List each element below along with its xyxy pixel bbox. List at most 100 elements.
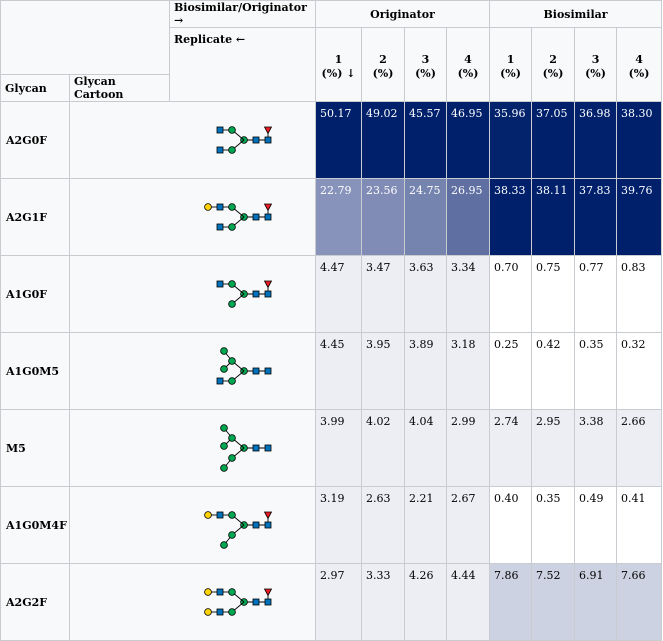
originator-value-cell: 3.33 (361, 563, 405, 641)
A1G0M5-icon (216, 347, 272, 385)
glycan-cartoon-column-header[interactable]: Glycan Cartoon (69, 74, 170, 102)
originator-value-cell: 2.63 (361, 486, 405, 564)
glycan-name: A2G1F (0, 178, 70, 256)
biosimilar-value-cell: 0.40 (489, 486, 533, 564)
originator-value-cell: 24.75 (404, 178, 447, 256)
biosimilar-value-cell: 7.52 (531, 563, 576, 641)
originator-value-cell: 2.21 (404, 486, 447, 564)
glycan-column-header[interactable]: Glycan (0, 74, 70, 102)
originator-value-cell: 2.67 (445, 486, 491, 564)
originator-value-cell: 4.45 (315, 332, 362, 410)
glycan-cartoon (69, 101, 316, 179)
originator-value-cell: 4.44 (445, 563, 491, 641)
replicate-number: 2 (379, 52, 387, 66)
biosimilar-value-cell: 2.66 (616, 409, 663, 487)
biosimilar-value-cell: 37.83 (574, 178, 618, 256)
glycan-cartoon (69, 178, 316, 256)
glycan-cartoon (69, 332, 316, 410)
replicate-number: 3 (421, 52, 430, 66)
originator-value-cell: 3.19 (315, 486, 362, 564)
replicate-number: 3 (591, 52, 600, 66)
replicate-header-biosimilar-4[interactable]: 4 (%) (616, 27, 663, 102)
originator-value-cell: 49.02 (361, 101, 405, 179)
originator-value-cell: 50.17 (315, 101, 362, 179)
table-row: A2G1F 22.79 23.56 24.75 26.95 38.33 38.11 37.83… (0, 178, 663, 256)
originator-value-cell: 22.79 (315, 178, 362, 256)
A2G2F-icon (204, 588, 273, 616)
replicate-header-originator-3[interactable]: 3 (%) (404, 27, 447, 102)
originator-value-cell: 4.02 (361, 409, 405, 487)
replicate-number: 1 (506, 52, 515, 66)
replicate-header-originator-2[interactable]: 2 (%) (361, 27, 405, 102)
originator-value-cell: 3.63 (404, 255, 447, 333)
A1G0F-icon (216, 280, 273, 308)
originator-value-cell: 45.57 (404, 101, 447, 179)
biosimilar-value-cell: 0.75 (531, 255, 576, 333)
biosimilar-value-cell: 7.86 (489, 563, 533, 641)
biosimilar-value-cell: 0.35 (574, 332, 618, 410)
glycan-cartoon (69, 255, 316, 333)
replicate-label: Replicate ← (169, 27, 316, 102)
replicate-unit: (%) ↓ (321, 66, 356, 80)
table-row: M5 3.99 4.02 4.04 2.99 2.74 2.95 3.38 2.66 (0, 409, 663, 487)
originator-value-cell: 3.47 (361, 255, 405, 333)
biosimilar-value-cell: 39.76 (616, 178, 663, 256)
biosimilar-value-cell: 0.49 (574, 486, 618, 564)
replicate-header-originator-1[interactable]: 1 (%) ↓ (315, 27, 362, 102)
biosimilar-value-cell: 2.95 (531, 409, 576, 487)
biosimilar-value-cell: 0.32 (616, 332, 663, 410)
replicate-unit: (%) (415, 66, 436, 80)
biosimilar-value-cell: 0.70 (489, 255, 533, 333)
originator-value-cell: 2.99 (445, 409, 491, 487)
biosimilar-value-cell: 35.96 (489, 101, 533, 179)
biosimilar-value-cell: 6.91 (574, 563, 618, 641)
originator-value-cell: 23.56 (361, 178, 405, 256)
biosimilar-value-cell: 38.30 (616, 101, 663, 179)
glycan-name: A1G0M5 (0, 332, 70, 410)
A2G0F-icon (216, 126, 273, 154)
glycan-name: A2G2F (0, 563, 70, 641)
replicate-number: 4 (464, 52, 472, 66)
biosimilar-value-cell: 37.05 (531, 101, 576, 179)
biosimilar-value-cell: 0.77 (574, 255, 618, 333)
glycan-name: A1G0F (0, 255, 70, 333)
originator-value-cell: 3.95 (361, 332, 405, 410)
originator-value-cell: 3.89 (404, 332, 447, 410)
glycan-name: A2G0F (0, 101, 70, 179)
table-row: A2G2F 2.97 3.33 4.26 4.44 7.86 7.52 6.91 7.66 (0, 563, 663, 641)
replicate-number: 4 (635, 52, 643, 66)
biosimilar-value-cell: 0.83 (616, 255, 663, 333)
originator-value-cell: 4.04 (404, 409, 447, 487)
originator-value-cell: 3.18 (445, 332, 491, 410)
table-row: A1G0F 4.47 3.47 3.63 3.34 0.70 0.75 0.77 0.83 (0, 255, 663, 333)
glycan-cartoon (69, 486, 316, 564)
A2G1F-icon (204, 203, 273, 231)
M5-icon (220, 424, 272, 472)
replicate-unit: (%) (372, 66, 394, 80)
biosimilar-value-cell: 36.98 (574, 101, 618, 179)
biosimilar-value-cell: 0.25 (489, 332, 533, 410)
originator-value-cell: 26.95 (445, 178, 491, 256)
glycan-name: A1G0M4F (0, 486, 70, 564)
originator-value-cell: 46.95 (445, 101, 491, 179)
originator-group-header: Originator (314, 0, 491, 28)
table-row: A1G0M4F 3.19 2.63 2.21 2.67 0.40 0.35 0.49 0.41 (0, 486, 663, 564)
replicate-header-biosimilar-3[interactable]: 3 (%) (574, 27, 618, 102)
biosimilar-value-cell: 0.41 (616, 486, 663, 564)
replicate-header-biosimilar-2[interactable]: 2 (%) (531, 27, 576, 102)
originator-value-cell: 3.34 (445, 255, 491, 333)
originator-value-cell: 4.47 (315, 255, 362, 333)
biosimilar-originator-label: Biosimilar/Originator → (169, 0, 316, 28)
table-row: A2G0F 50.17 49.02 45.57 46.95 35.96 37.05 36.98… (0, 101, 663, 179)
originator-value-cell: 3.99 (315, 409, 362, 487)
replicate-number: 2 (549, 52, 557, 66)
replicate-header-biosimilar-1[interactable]: 1 (%) (489, 27, 533, 102)
originator-value-cell: 4.26 (404, 563, 447, 641)
replicate-unit: (%) (500, 66, 521, 80)
replicate-number: 1 (334, 52, 343, 66)
glycan-cartoon (69, 409, 316, 487)
originator-value-cell: 2.97 (315, 563, 362, 641)
replicate-header-originator-4[interactable]: 4 (%) (445, 27, 491, 102)
A1G0M4F-icon (204, 511, 273, 549)
